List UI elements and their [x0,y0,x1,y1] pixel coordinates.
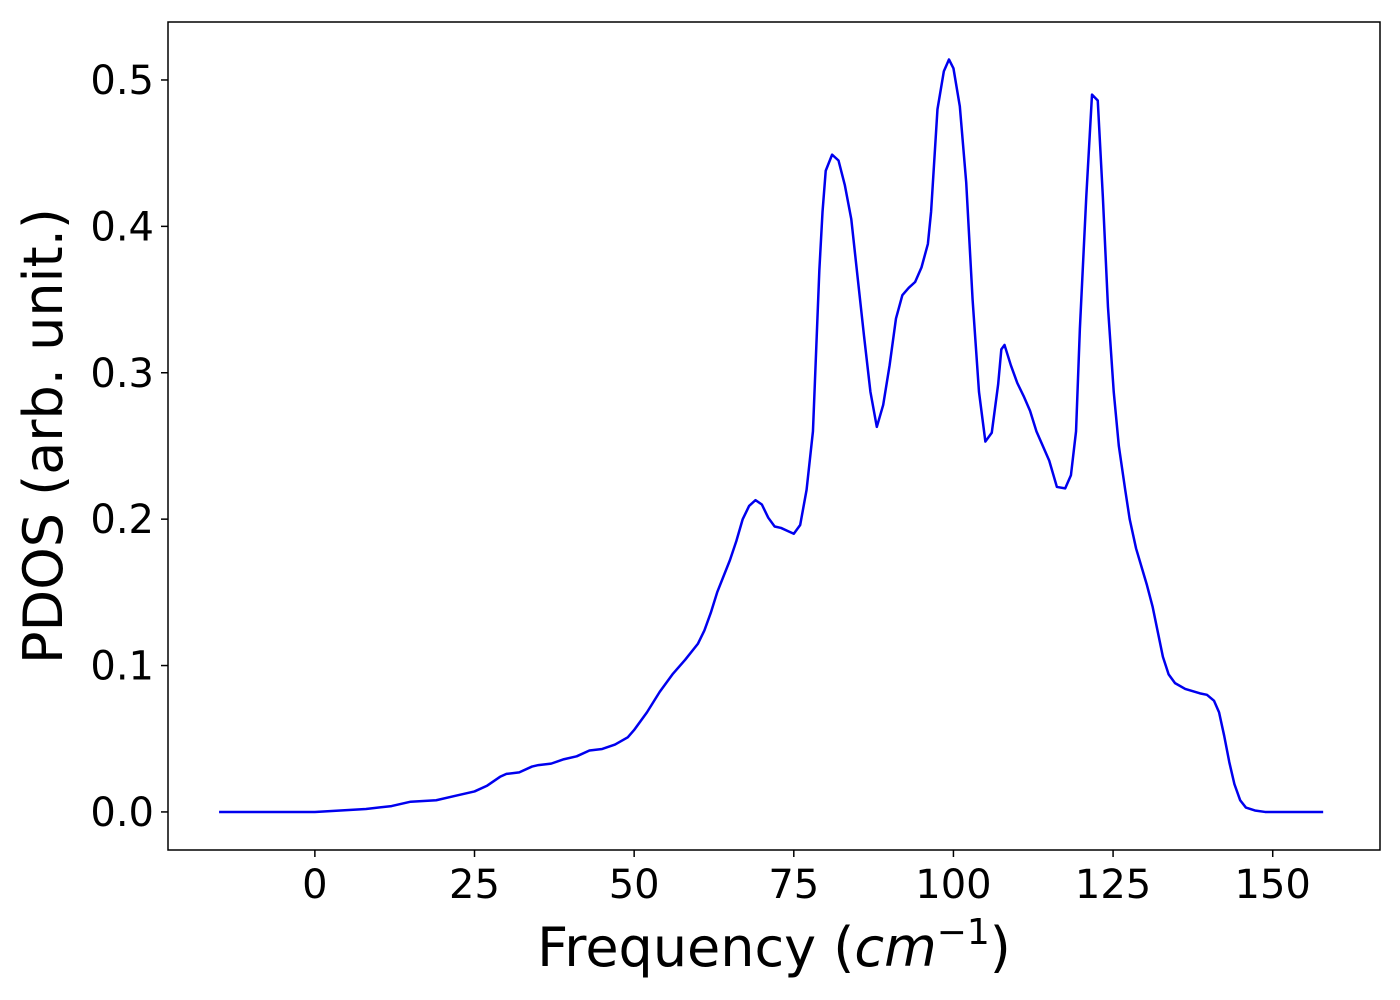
y-tick-label: 0.3 [90,351,154,397]
x-tick-label: 0 [302,862,327,908]
x-tick-label: 25 [449,862,500,908]
x-label-unit: cm [854,916,936,979]
line [219,58,1324,814]
x-tick-label: 150 [1235,862,1311,908]
x-tick-label: 75 [768,862,819,908]
x-label-close: ) [990,916,1011,979]
x-tick-label: 125 [1075,862,1151,908]
y-tick-label: 0.5 [90,58,154,104]
plot-frame [167,21,1381,851]
x-axis-label: Frequency (cm−1) [537,912,1011,979]
x-tick-label: 100 [915,862,991,908]
y-tick-label: 0.2 [90,497,154,543]
y-tick-label: 0.4 [90,204,154,250]
x-tick-label: 50 [609,862,660,908]
x-label-exp: −1 [937,912,990,953]
y-axis-label: PDOS (arb. unit.) [12,208,75,664]
x-label-text: Frequency ( [537,916,854,979]
y-tick-label: 0.1 [90,644,154,690]
y-tick-label: 0.0 [90,790,154,836]
